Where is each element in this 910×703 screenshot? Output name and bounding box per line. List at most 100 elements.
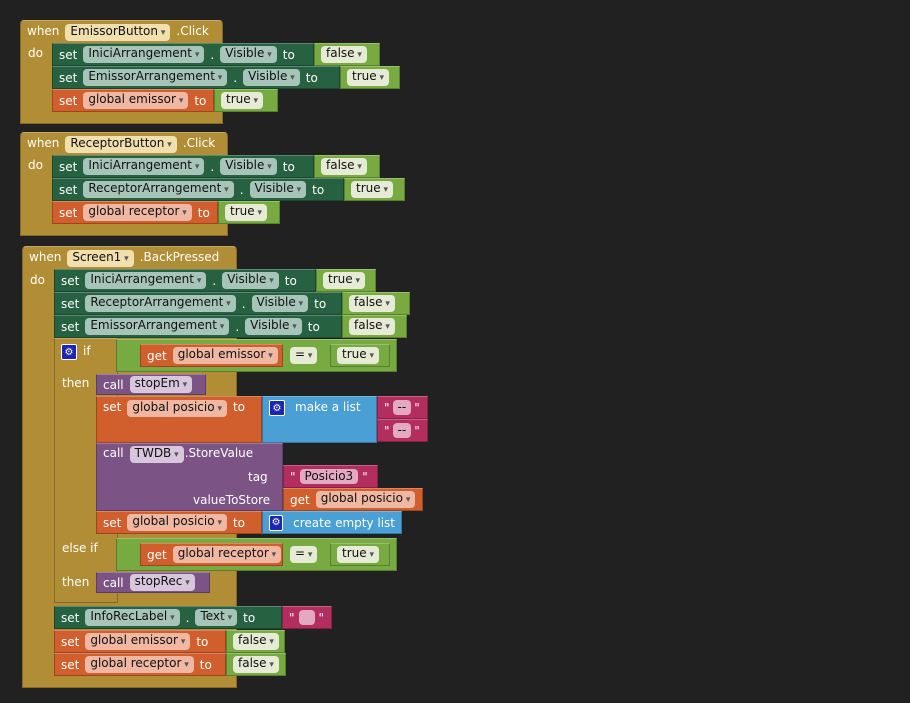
- boolean-dropdown[interactable]: true: [323, 272, 366, 289]
- set-visible-block[interactable]: set ReceptorArrangement . Visible to: [54, 292, 342, 315]
- dot: .: [241, 296, 246, 311]
- component-dropdown[interactable]: ReceptorArrangement: [85, 295, 236, 312]
- set-visible-block[interactable]: set IniciArrangement . Visible to: [52, 43, 314, 66]
- boolean-block[interactable]: true: [344, 178, 405, 201]
- set-variable-block[interactable]: set global posicio to: [96, 396, 262, 443]
- create-empty-list-block[interactable]: ⚙ create empty list: [262, 511, 402, 534]
- variable-dropdown[interactable]: global emissor: [172, 347, 278, 364]
- event-name: .Click: [176, 24, 209, 38]
- set-variable-block[interactable]: set global emissor to: [52, 89, 214, 112]
- property-dropdown[interactable]: Visible: [251, 295, 309, 312]
- variable-dropdown[interactable]: global receptor: [85, 656, 194, 673]
- boolean-block[interactable]: false: [314, 155, 380, 178]
- boolean-block[interactable]: true: [330, 543, 390, 566]
- component-dropdown[interactable]: EmissorArrangement: [83, 69, 228, 86]
- property-dropdown[interactable]: Visible: [243, 69, 300, 86]
- set-label: set: [59, 70, 78, 85]
- boolean-block[interactable]: false: [342, 315, 407, 338]
- call-storevalue-block[interactable]: call TWDB .StoreValue: [96, 443, 283, 511]
- boolean-dropdown[interactable]: true: [337, 347, 380, 364]
- text-block[interactable]: " -- ": [377, 419, 428, 442]
- text-field[interactable]: [298, 610, 315, 625]
- boolean-dropdown[interactable]: true: [337, 546, 380, 563]
- set-variable-block[interactable]: set global posicio to: [96, 511, 262, 534]
- component-dropdown[interactable]: IniciArrangement: [83, 158, 205, 175]
- gear-icon[interactable]: ⚙: [61, 344, 77, 360]
- procedure-dropdown[interactable]: stopEm: [129, 376, 193, 393]
- variable-dropdown[interactable]: global receptor: [172, 546, 282, 563]
- procedure-dropdown[interactable]: stopRec: [129, 574, 195, 591]
- boolean-dropdown[interactable]: false: [349, 318, 395, 335]
- boolean-dropdown[interactable]: false: [321, 158, 367, 175]
- variable-dropdown[interactable]: global emissor: [83, 92, 189, 109]
- boolean-dropdown[interactable]: true: [221, 92, 264, 109]
- boolean-block[interactable]: false: [342, 292, 410, 315]
- text-field[interactable]: Posicio3: [299, 469, 359, 484]
- get-variable-block[interactable]: get global emissor: [140, 344, 283, 367]
- boolean-block[interactable]: false: [226, 653, 286, 676]
- text-field[interactable]: --: [392, 400, 412, 415]
- make-a-list-block[interactable]: ⚙ make a list: [262, 396, 377, 443]
- component-dropdown[interactable]: EmissorArrangement: [85, 318, 230, 335]
- get-variable-block[interactable]: get global posicio: [283, 488, 423, 511]
- boolean-block[interactable]: true: [214, 89, 278, 112]
- to-label: to: [282, 47, 295, 62]
- operator-dropdown[interactable]: =: [290, 546, 318, 563]
- boolean-block[interactable]: false: [314, 43, 380, 66]
- component-dropdown[interactable]: IniciArrangement: [85, 272, 207, 289]
- variable-dropdown[interactable]: global posicio: [127, 400, 227, 417]
- set-variable-block[interactable]: set global emissor to: [54, 630, 226, 653]
- set-visible-block[interactable]: set ReceptorArrangement . Visible to: [52, 178, 344, 201]
- text-field[interactable]: --: [392, 423, 412, 438]
- dot: .: [235, 319, 240, 334]
- quote: ": [290, 469, 296, 484]
- boolean-dropdown[interactable]: false: [233, 656, 279, 673]
- set-visible-block[interactable]: set IniciArrangement . Visible to: [52, 155, 314, 178]
- property-dropdown[interactable]: Visible: [220, 158, 277, 175]
- text-block[interactable]: " Posicio3 ": [283, 465, 378, 488]
- set-visible-block[interactable]: set IniciArrangement . Visible to: [54, 269, 316, 292]
- component-dropdown[interactable]: TWDB: [129, 446, 184, 463]
- boolean-dropdown[interactable]: false: [349, 295, 395, 312]
- create-empty-list-label: create empty list: [293, 515, 395, 530]
- boolean-block[interactable]: true: [330, 344, 390, 367]
- operator-dropdown[interactable]: =: [290, 347, 318, 364]
- get-variable-block[interactable]: get global receptor: [140, 543, 283, 566]
- boolean-dropdown[interactable]: false: [233, 633, 279, 650]
- call-procedure-block[interactable]: call stopRec: [96, 572, 210, 593]
- set-text-block[interactable]: set InfoRecLabel . Text to: [54, 606, 282, 629]
- quote: ": [384, 423, 390, 438]
- property-dropdown[interactable]: Visible: [220, 46, 277, 63]
- component-dropdown[interactable]: ReceptorArrangement: [83, 181, 234, 198]
- variable-dropdown[interactable]: global posicio: [315, 491, 416, 508]
- set-visible-block[interactable]: set EmissorArrangement . Visible to: [52, 66, 340, 89]
- gear-icon[interactable]: ⚙: [269, 514, 284, 531]
- component-dropdown[interactable]: EmissorButton: [65, 24, 171, 41]
- set-visible-block[interactable]: set EmissorArrangement . Visible to: [54, 315, 342, 338]
- boolean-block[interactable]: false: [226, 630, 285, 653]
- boolean-block[interactable]: true: [340, 66, 400, 89]
- boolean-dropdown[interactable]: false: [321, 46, 367, 63]
- property-dropdown[interactable]: Visible: [249, 181, 307, 198]
- boolean-dropdown[interactable]: true: [225, 204, 268, 221]
- boolean-dropdown[interactable]: true: [347, 69, 390, 86]
- component-dropdown[interactable]: IniciArrangement: [83, 46, 205, 63]
- gear-icon[interactable]: ⚙: [269, 400, 285, 416]
- set-variable-block[interactable]: set global receptor to: [52, 201, 218, 224]
- component-dropdown[interactable]: InfoRecLabel: [85, 609, 180, 626]
- component-dropdown[interactable]: ReceptorButton: [65, 136, 177, 153]
- variable-dropdown[interactable]: global receptor: [83, 204, 192, 221]
- call-procedure-block[interactable]: call stopEm: [96, 374, 206, 395]
- property-dropdown[interactable]: Visible: [222, 272, 279, 289]
- boolean-block[interactable]: true: [316, 269, 376, 292]
- variable-dropdown[interactable]: global emissor: [85, 633, 191, 650]
- component-dropdown[interactable]: Screen1: [67, 250, 134, 267]
- text-block[interactable]: " ": [282, 606, 332, 629]
- boolean-dropdown[interactable]: true: [351, 181, 394, 198]
- property-dropdown[interactable]: Text: [195, 609, 238, 626]
- set-variable-block[interactable]: set global receptor to: [54, 653, 226, 676]
- boolean-block[interactable]: true: [218, 201, 280, 224]
- variable-dropdown[interactable]: global posicio: [127, 514, 227, 531]
- property-dropdown[interactable]: Visible: [245, 318, 302, 335]
- text-block[interactable]: " -- ": [377, 396, 428, 419]
